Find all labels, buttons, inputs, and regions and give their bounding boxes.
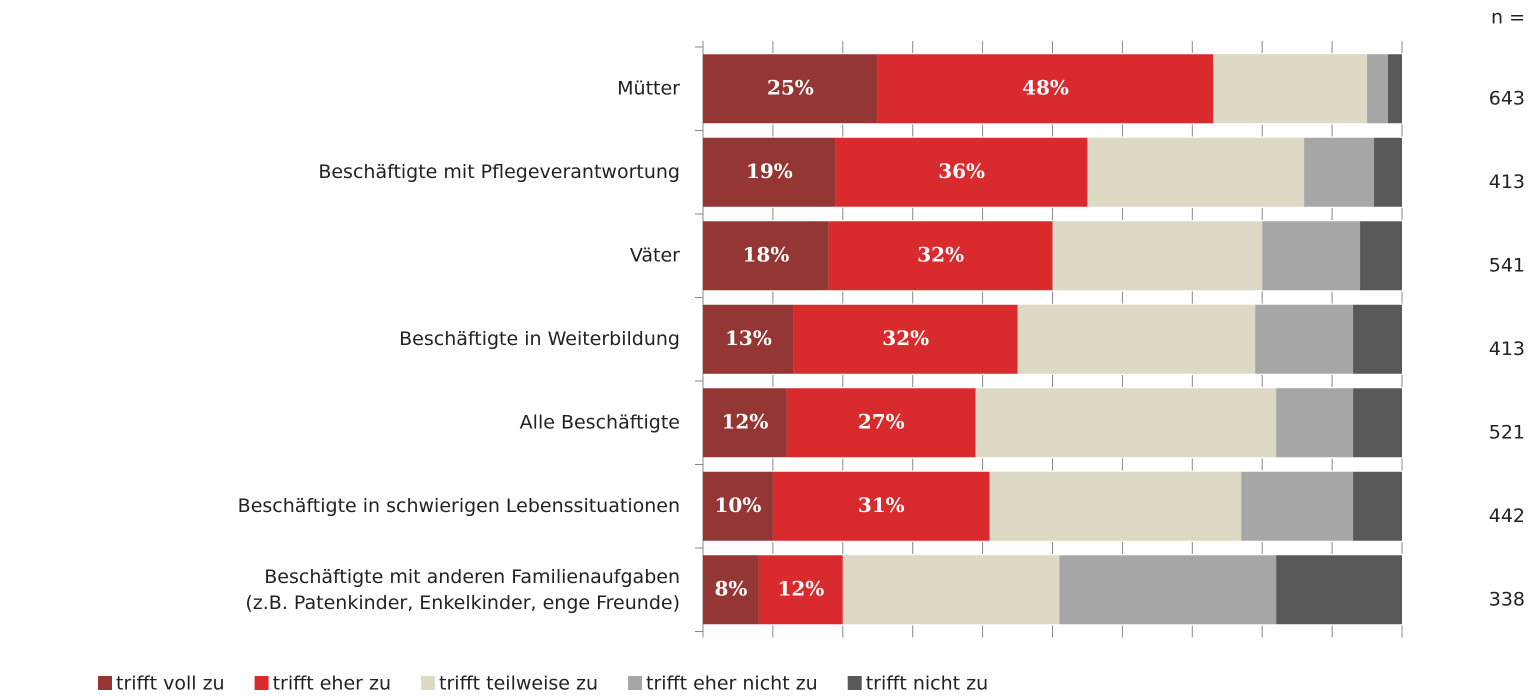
n-value: 643 bbox=[1489, 87, 1525, 109]
legend-label: trifft eher zu bbox=[273, 673, 391, 695]
legend-swatch bbox=[98, 676, 112, 690]
bar-segment bbox=[793, 304, 1018, 374]
category-label: Väter bbox=[630, 244, 680, 266]
bar-segment bbox=[758, 555, 843, 625]
value-label: 36% bbox=[938, 159, 985, 183]
bar-segment bbox=[1353, 304, 1402, 374]
n-value: 338 bbox=[1489, 588, 1525, 610]
bar-segment bbox=[835, 137, 1088, 207]
bar-segment bbox=[703, 137, 836, 207]
value-label: 25% bbox=[767, 75, 814, 99]
legend-swatch bbox=[847, 676, 862, 690]
n-value: 541 bbox=[1489, 254, 1525, 276]
bar-segment bbox=[828, 221, 1053, 291]
legend-label: trifft voll zu bbox=[116, 673, 225, 695]
bar-segment bbox=[877, 54, 1214, 124]
value-label: 10% bbox=[715, 493, 762, 517]
category-label: Beschäftigte in schwierigen Lebenssituat… bbox=[238, 495, 680, 517]
n-value: 413 bbox=[1489, 338, 1525, 360]
value-label: 32% bbox=[917, 242, 964, 266]
bar-segment bbox=[703, 388, 787, 458]
bar-segment bbox=[842, 555, 1060, 625]
category-label: Alle Beschäftigte bbox=[520, 411, 680, 433]
bar-segment bbox=[703, 54, 878, 124]
bar-segment bbox=[1052, 221, 1263, 291]
value-label: 12% bbox=[777, 576, 824, 600]
bar-segment bbox=[703, 471, 773, 541]
bar-segment bbox=[989, 471, 1242, 541]
legend-swatch bbox=[628, 676, 642, 690]
legend-swatch bbox=[254, 676, 269, 690]
bar-segment bbox=[1087, 137, 1305, 207]
bar-segment bbox=[1241, 471, 1354, 541]
bar-segment bbox=[703, 555, 759, 625]
value-label: 31% bbox=[858, 493, 905, 517]
bar-segment bbox=[1276, 555, 1402, 625]
bar-segment bbox=[1017, 304, 1256, 374]
value-label: 32% bbox=[882, 326, 929, 350]
bar-segment bbox=[772, 471, 990, 541]
value-label: 27% bbox=[858, 409, 905, 433]
value-label: 48% bbox=[1022, 75, 1069, 99]
legend-label: trifft nicht zu bbox=[866, 673, 988, 695]
n-header: n = bbox=[1491, 7, 1525, 29]
bar-segment bbox=[1276, 388, 1354, 458]
category-label: Mütter bbox=[617, 77, 680, 99]
legend-swatch bbox=[421, 676, 436, 690]
n-value: 413 bbox=[1489, 171, 1525, 193]
bar-segment bbox=[1255, 304, 1354, 374]
bar-segment bbox=[1213, 54, 1368, 124]
bar-segment bbox=[1353, 471, 1402, 541]
legend-label: trifft teilweise zu bbox=[439, 673, 598, 695]
n-value: 521 bbox=[1489, 421, 1525, 443]
value-label: 12% bbox=[722, 409, 769, 433]
bar-segment bbox=[1353, 388, 1402, 458]
bar-segment bbox=[786, 388, 976, 458]
value-label: 8% bbox=[714, 576, 747, 600]
value-label: 19% bbox=[746, 159, 793, 183]
category-label: Beschäftigte mit anderen Familienaufgabe… bbox=[245, 565, 680, 613]
bar-segment bbox=[1262, 221, 1361, 291]
legend-label: trifft eher nicht zu bbox=[646, 673, 818, 695]
n-value: 442 bbox=[1489, 505, 1525, 527]
bar-segment bbox=[1304, 137, 1375, 207]
value-label: 18% bbox=[742, 242, 789, 266]
bar-segment bbox=[1388, 54, 1402, 124]
category-label: Beschäftigte in Weiterbildung bbox=[399, 328, 680, 350]
bar-segment bbox=[1374, 137, 1402, 207]
bar-segment bbox=[703, 221, 829, 291]
bar-segment bbox=[1059, 555, 1277, 625]
bar-segment bbox=[1367, 54, 1389, 124]
bar-segment bbox=[703, 304, 794, 374]
value-label: 13% bbox=[725, 326, 772, 350]
bar-segment bbox=[1360, 221, 1402, 291]
bar-segment bbox=[975, 388, 1277, 458]
category-label: Beschäftigte mit Pflegeverantwortung bbox=[318, 161, 680, 183]
